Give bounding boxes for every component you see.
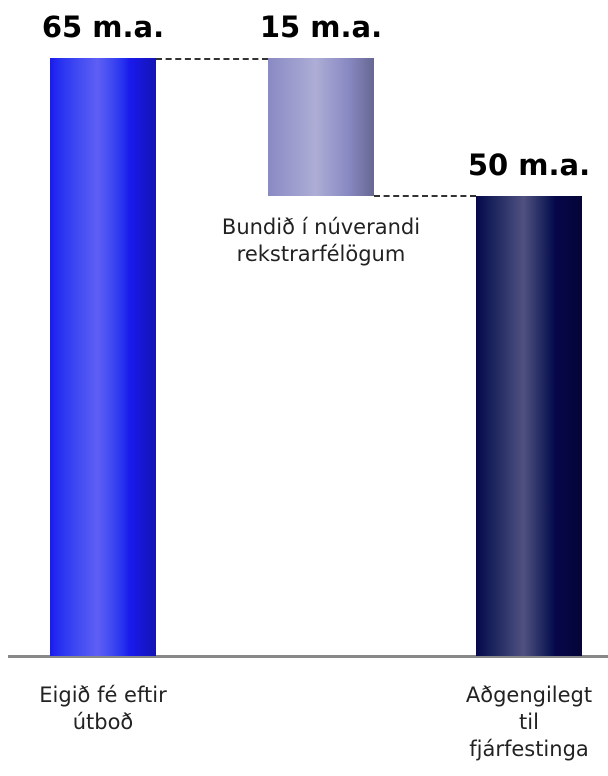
category-label: Eigið fé eftir útboð [39,683,167,734]
connector [156,58,268,60]
category-label: Aðgengilegt til fjárfestinga [465,683,593,761]
value-label: 15 m.a. [259,10,383,44]
value-label: 65 m.a. [41,10,165,44]
category-label: Bundið í núverandi rekstrarfélögum [221,215,421,266]
bar [50,58,156,656]
value-label: 50 m.a. [467,148,591,182]
bar [268,58,374,196]
baseline [8,655,608,658]
bar [476,196,582,656]
connector [374,195,476,197]
